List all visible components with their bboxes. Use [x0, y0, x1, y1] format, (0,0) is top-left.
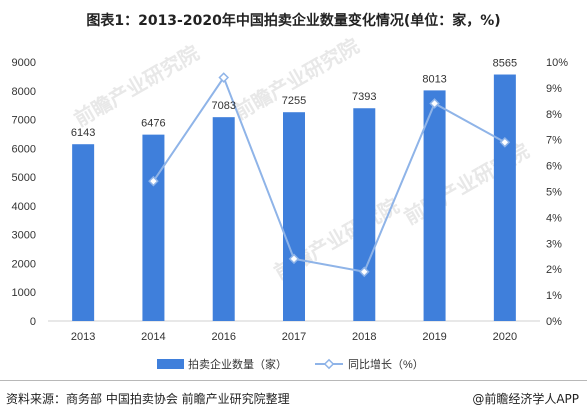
growth-line [152, 75, 506, 273]
axes: 0 1000 2000 3000 4000 5000 6000 7000 8000 9000 0% 1… [12, 57, 569, 343]
y-right-tick-label: 7% [546, 135, 562, 147]
bar-value-label: 6143 [71, 127, 95, 139]
legend-label-line: 同比增长（%） [348, 357, 424, 371]
y-right-tick-label: 2% [546, 264, 562, 276]
y-left-tick-label: 4000 [12, 201, 36, 213]
x-tick-label: 2014 [141, 331, 165, 343]
bar-value-label: 7083 [211, 100, 235, 112]
y-left-tick-label: 6000 [12, 143, 36, 155]
bar [142, 134, 165, 321]
x-tick-label: 2019 [422, 331, 446, 343]
legend: 拍卖企业数量（家） 同比增长（%） [157, 357, 424, 371]
bar [353, 108, 376, 322]
bar-value-label: 6476 [141, 118, 165, 130]
y-right-tick-label: 4% [546, 212, 562, 224]
brand-credit: @前瞻经济学人APP [472, 392, 579, 406]
y-right-tick-label: 3% [546, 238, 562, 250]
watermark-text: 前瞻产业研究院 [230, 34, 363, 125]
y-left-tick-label: 3000 [12, 230, 36, 242]
line-point [358, 266, 370, 278]
x-tick-label: 2013 [71, 331, 95, 343]
y-left-tick-label: 5000 [12, 172, 36, 184]
line-series [148, 72, 511, 278]
x-tick-label: 2017 [282, 331, 306, 343]
watermark-text: 前瞻产业研究院 [70, 41, 203, 132]
bar [212, 117, 235, 322]
y-right-tick-label: 1% [546, 290, 562, 302]
line-point [288, 253, 300, 265]
line-point [148, 175, 159, 187]
chart-title: 图表1：2013-2020年中国拍卖企业数量变化情况(单位：家，%) [86, 13, 501, 29]
y-left-tick-label: 1000 [12, 287, 36, 299]
bar-value-label: 8013 [422, 73, 446, 85]
legend-swatch-bar [157, 359, 184, 369]
line-point [218, 72, 230, 83]
bar-value-label: 7255 [282, 95, 306, 107]
y-left-tick-label: 9000 [12, 57, 36, 69]
y-left-tick-label: 7000 [12, 115, 36, 127]
y-right-tick-label: 0% [546, 316, 562, 328]
bar [423, 90, 446, 322]
legend-label-bar: 拍卖企业数量（家） [188, 357, 287, 371]
y-right-tick-label: 6% [546, 161, 562, 173]
y-right-tick-label: 5% [546, 187, 562, 199]
footer: 资料来源：商务部 中国拍卖协会 前瞻产业研究院整理 @前瞻经济学人APP [0, 380, 587, 419]
y-left-tick-label: 8000 [12, 86, 36, 98]
bar [72, 144, 95, 321]
bar [283, 112, 305, 321]
y-right-tick-label: 9% [546, 83, 562, 95]
x-tick-label: 2020 [493, 331, 517, 343]
x-tick-label: 2018 [352, 331, 376, 343]
bar-value-label: 7393 [352, 91, 376, 103]
line-point [499, 136, 511, 148]
line-point [429, 98, 440, 109]
data-labels: 6143 6476 7083 7255 7393 8013 8565 [71, 58, 517, 140]
x-tick-label: 2016 [211, 331, 235, 343]
y-right-tick-label: 8% [546, 109, 562, 121]
legend-marker-line [323, 358, 335, 370]
y-left-tick-label: 0 [30, 316, 36, 328]
y-left-tick-label: 2000 [12, 258, 36, 270]
bar-series [72, 74, 516, 322]
bar-value-label: 8565 [493, 58, 517, 70]
source-note: 资料来源：商务部 中国拍卖协会 前瞻产业研究院整理 [6, 392, 290, 406]
bar [493, 74, 516, 321]
y-right-tick-label: 10% [546, 57, 568, 69]
